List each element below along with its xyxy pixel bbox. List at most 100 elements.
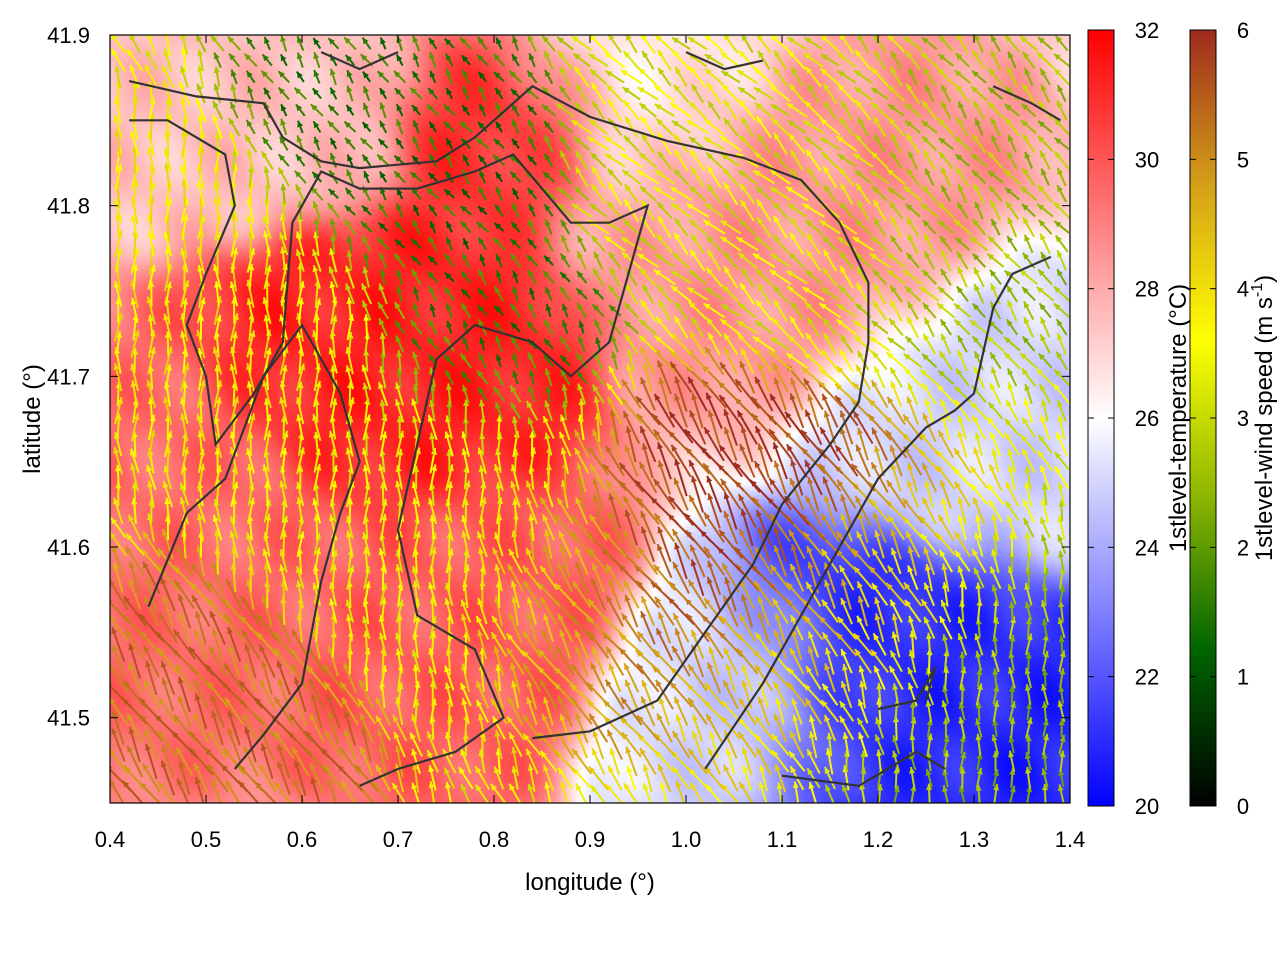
wind-arrow [147,480,155,508]
wind-arrow [891,631,901,658]
x-tick-label: 0.7 [383,827,414,852]
wind-arrow [988,463,1003,491]
wind-arrow [807,631,820,658]
wind-arrow [909,630,916,659]
wind-arrow [824,766,836,790]
wind-arrow [906,480,920,509]
wind-arrow [379,431,388,457]
wind-arrow [522,733,542,756]
wind-arrow [824,579,836,609]
wind-arrow [542,545,555,577]
wind-arrow [296,497,304,525]
wind-arrow [527,417,537,438]
wind-arrow [908,615,918,640]
wind-arrow [261,660,273,695]
wind-arrow [605,563,625,592]
wind-arrow [738,781,754,803]
wind-arrow [1041,534,1050,555]
wind-arrow [1008,651,1015,671]
wind-arrow [858,732,868,758]
wind-arrow [824,784,835,803]
wind-arrow [640,695,656,727]
wind-arrow [992,668,999,688]
wind-arrow [671,645,691,677]
wind-arrow [227,626,242,662]
wind-arrow [180,446,190,475]
wind-arrow [803,683,824,706]
wind-arrow [739,443,756,478]
wind-arrow [691,393,704,429]
wind-arrow [1040,600,1050,622]
wind-colorbar: 0 1 2 3 4 5 6 1stlevel-wind speed (m s-1) [1189,18,1278,819]
wind-arrow [179,497,189,525]
wind-arrow [508,783,522,803]
wind-arrow [1025,567,1032,588]
wind-arrow [157,780,176,803]
wind-arrow [126,745,144,778]
wind-arrow [224,697,244,726]
wind-arrow [1039,464,1051,490]
wind-arrow [412,580,419,609]
wind-arrow [736,409,758,445]
wind-arrow [607,511,623,544]
wind-arrow [313,463,322,492]
wind-arrow [490,698,508,725]
wind-arrow [775,697,785,725]
wind-arrow [308,678,326,711]
wind-arrow [146,464,157,491]
wind-arrow [276,660,292,696]
wind-arrow [688,409,707,445]
wind-arrow [1041,650,1050,672]
wind-arrow [773,460,787,495]
wind-arrow [412,497,420,525]
wind-arrow [526,597,537,625]
wind-arrow [395,648,403,674]
wind-arrow [840,597,853,625]
wind-arrow [890,528,902,560]
wind-arrow [704,629,724,659]
wind-arrow [412,530,421,558]
wind-arrow [191,594,211,628]
wind-arrow [544,781,552,803]
wind-arrow [889,650,903,673]
wind-arrow [525,400,539,421]
wind-arrow [989,566,1002,590]
wind-arrow [296,580,304,609]
wind-arrow [509,402,522,420]
wind-arrow [260,743,274,780]
wind-arrow [957,633,968,656]
wind-arrow [608,578,622,611]
wind-arrow [508,732,523,758]
wind-arrow [522,663,542,693]
wind-arrow [1024,667,1032,689]
wind-arrow [941,497,951,524]
wind-arrow [590,577,607,611]
wind-arrow [624,509,638,546]
wind-arrow [428,666,437,690]
wind-arrow [1005,481,1020,508]
wind-arrow [1009,685,1016,704]
wind-arrow [362,547,370,575]
wind-arrow [313,547,322,575]
wind-arrow [1053,451,1070,471]
wind-arrow [114,464,122,491]
wind-arrow [211,561,224,594]
wind-arrow [291,746,310,776]
wind-arrow [769,564,791,591]
wind-arrow [742,764,752,791]
wind-arrow [635,395,661,426]
wind-arrow [444,682,454,707]
wind-arrow [920,598,938,624]
wind-arrow [741,664,754,692]
wind-arrow [574,645,589,677]
wind-arrow [804,495,823,527]
wind-arrow [359,712,374,744]
wind-arrow [527,783,536,803]
wind-arrow [375,764,391,792]
wind-arrow [807,645,819,677]
wind-arrow [707,492,721,529]
wind-arrow [343,728,357,761]
wind-arrow [825,647,835,675]
wind-arrow [754,664,774,692]
wind-arrow [246,413,256,442]
